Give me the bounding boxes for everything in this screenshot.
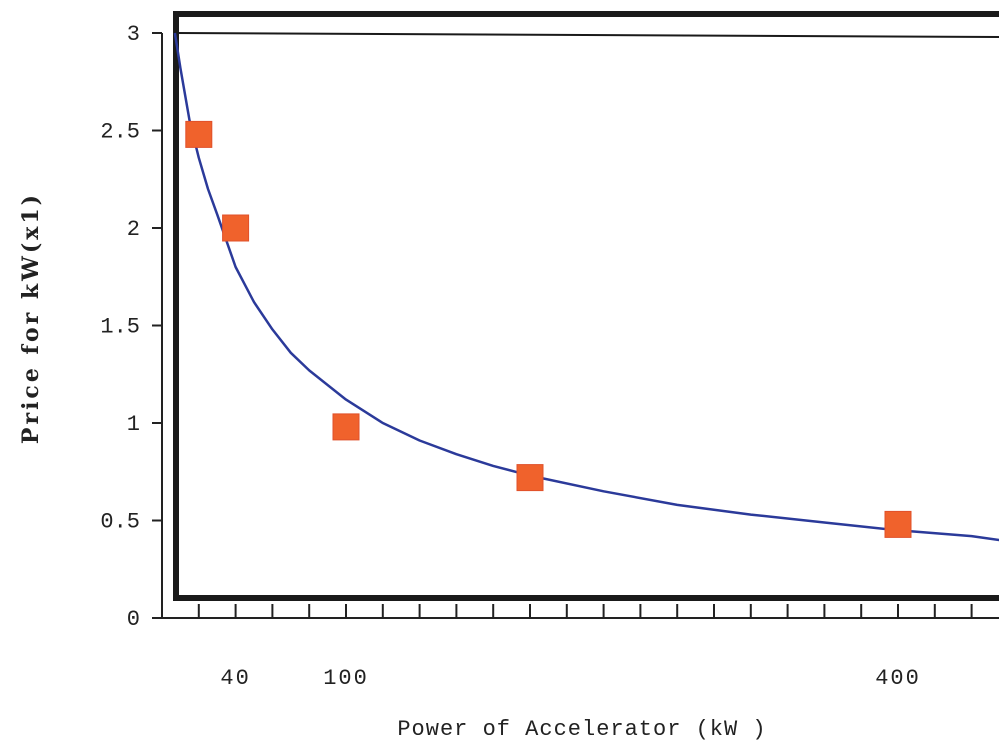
y-tick-label: 1.5 <box>100 315 140 340</box>
y-tick-label: 1 <box>127 412 140 437</box>
plot-frame-inner-top <box>175 32 999 38</box>
x-axis-title: Power of Accelerator (kW ) <box>397 717 766 742</box>
x-axis-ticks <box>197 604 973 618</box>
y-axis-ticks: 0 0.5 1 1.5 2 2.5 3 <box>100 22 162 632</box>
x-tick-label: 100 <box>323 666 369 691</box>
y-tick-label: 0.5 <box>100 510 140 535</box>
series-layer <box>173 32 999 542</box>
y-tick-label: 2 <box>127 217 140 242</box>
x-tick-label: 400 <box>875 666 921 691</box>
x-axis-tick-labels: 40 100 400 <box>220 666 921 691</box>
data-point-marker <box>185 120 213 148</box>
x-tick-label: 40 <box>220 666 250 691</box>
fit-curve-line <box>173 32 999 542</box>
data-point-marker <box>222 214 250 242</box>
y-tick-label: 0 <box>127 607 140 632</box>
y-axis-title: Price for kW(x1) <box>18 192 44 444</box>
y-tick-label: 2.5 <box>100 120 140 145</box>
data-point-marker <box>332 413 360 441</box>
y-tick-label: 3 <box>127 22 140 47</box>
data-point-marker <box>516 464 544 492</box>
data-point-marker <box>884 510 912 538</box>
plot-frame <box>173 11 999 601</box>
